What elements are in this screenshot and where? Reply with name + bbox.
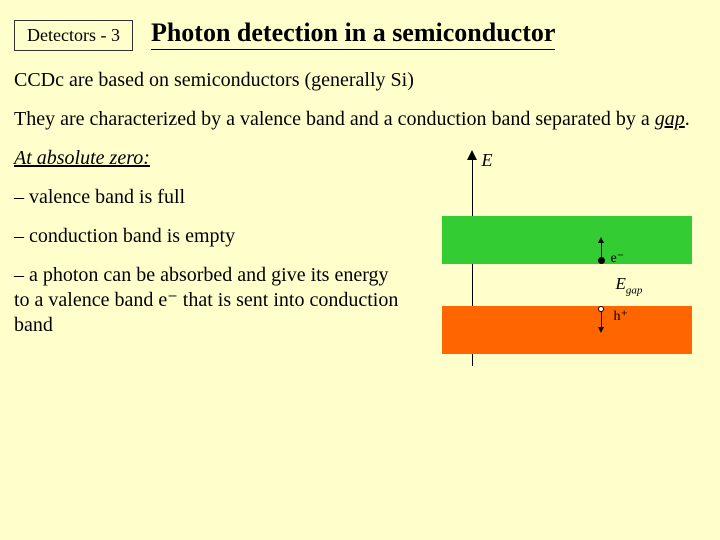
subheading: At absolute zero: xyxy=(14,146,402,171)
egap-sub: gap xyxy=(626,284,643,296)
gap-word: gap xyxy=(655,108,685,130)
egap-label: Egap xyxy=(616,274,643,296)
egap-E: E xyxy=(616,274,626,293)
lower-section: At absolute zero: – valence band is full… xyxy=(14,146,706,396)
axis-label: E xyxy=(482,150,493,171)
hole-arrow-head xyxy=(598,327,604,333)
electron-arrow-line xyxy=(601,241,602,258)
electron-dot xyxy=(598,257,605,264)
slide-header-text: Detectors - 3 xyxy=(27,25,120,45)
slide-header-box: Detectors - 3 xyxy=(14,20,133,51)
slide-title: Photon detection in a semiconductor xyxy=(151,18,555,50)
paragraph-1: CCDc are based on semiconductors (genera… xyxy=(14,68,706,93)
bullet-3: – a photon can be absorbed and give its … xyxy=(14,263,402,338)
conduction-band xyxy=(442,216,692,264)
bullet-2: – conduction band is empty xyxy=(14,224,402,249)
axis-arrow-up xyxy=(467,150,477,160)
hole-label: h⁺ xyxy=(614,308,628,325)
left-column: At absolute zero: – valence band is full… xyxy=(14,146,402,396)
bullet-1: – valence band is full xyxy=(14,185,402,210)
paragraph-2a: They are characterized by a valence band… xyxy=(14,108,655,130)
paragraph-2: They are characterized by a valence band… xyxy=(14,107,706,132)
electron-arrow-head xyxy=(598,237,604,243)
energy-diagram: E e⁻ h⁺ Egap xyxy=(402,146,706,396)
electron-label: e⁻ xyxy=(611,250,625,267)
content-block: CCDc are based on semiconductors (genera… xyxy=(14,68,706,132)
valence-band xyxy=(442,306,692,354)
paragraph-2b: . xyxy=(685,108,690,130)
